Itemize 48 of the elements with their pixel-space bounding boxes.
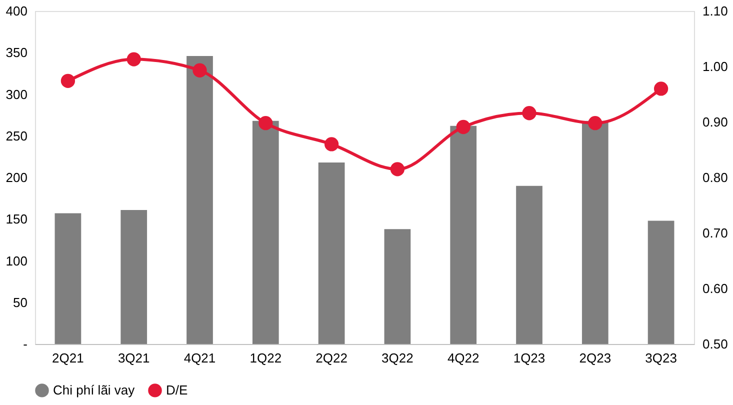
y-tick-label: 200	[6, 170, 28, 185]
y-tick-label: 250	[6, 128, 28, 144]
y-tick-label: -	[23, 336, 28, 352]
y2-tick-label: 0.90	[702, 114, 728, 130]
bar	[252, 120, 279, 344]
legend-label: D/E	[166, 382, 188, 398]
point	[588, 116, 602, 130]
bar	[648, 220, 674, 344]
x-tick-label: 3Q23	[645, 350, 677, 366]
point	[390, 162, 405, 176]
x-tick-label: 2Q21	[52, 350, 84, 366]
bar	[186, 56, 213, 344]
y2-tick-label: 0.70	[702, 226, 728, 240]
x-tick-label: 1Q23	[513, 350, 546, 366]
x-tick-label: 2Q22	[316, 350, 348, 366]
bar	[54, 213, 82, 344]
bar	[516, 186, 542, 344]
y-tick-label: 350	[6, 45, 28, 60]
bar	[450, 126, 477, 344]
bar	[318, 162, 345, 344]
bar	[384, 229, 411, 344]
y-tick-label: 100	[6, 253, 28, 268]
point	[324, 137, 339, 152]
bar	[582, 120, 608, 344]
point	[654, 82, 668, 96]
point	[522, 106, 536, 120]
y2-tick-label: 0.60	[702, 281, 728, 296]
y-tick-label: 50	[13, 294, 28, 310]
y-tick-label: 150	[6, 212, 28, 227]
y2-tick-label: 0.80	[702, 170, 728, 185]
bar	[120, 210, 148, 344]
y-tick-label: 300	[6, 86, 28, 102]
y2-tick-label: 1.00	[702, 59, 728, 74]
x-tick-label: 3Q22	[382, 350, 414, 366]
x-tick-label: 4Q22	[447, 350, 480, 366]
y2-tick-label: 1.10	[702, 4, 728, 18]
y2-tick-label: 0.50	[702, 336, 728, 352]
point	[456, 120, 470, 134]
legend-label: Chi phí lãi vay	[53, 382, 136, 398]
point	[258, 116, 273, 130]
point	[192, 63, 207, 78]
y-tick-label: 400	[6, 4, 28, 18]
point	[60, 74, 76, 88]
x-tick-label: 2Q23	[579, 350, 612, 366]
x-tick-label: 3Q21	[118, 350, 150, 366]
point	[126, 52, 141, 66]
x-tick-label: 4Q21	[184, 350, 216, 366]
x-tick-label: 1Q22	[250, 350, 282, 366]
